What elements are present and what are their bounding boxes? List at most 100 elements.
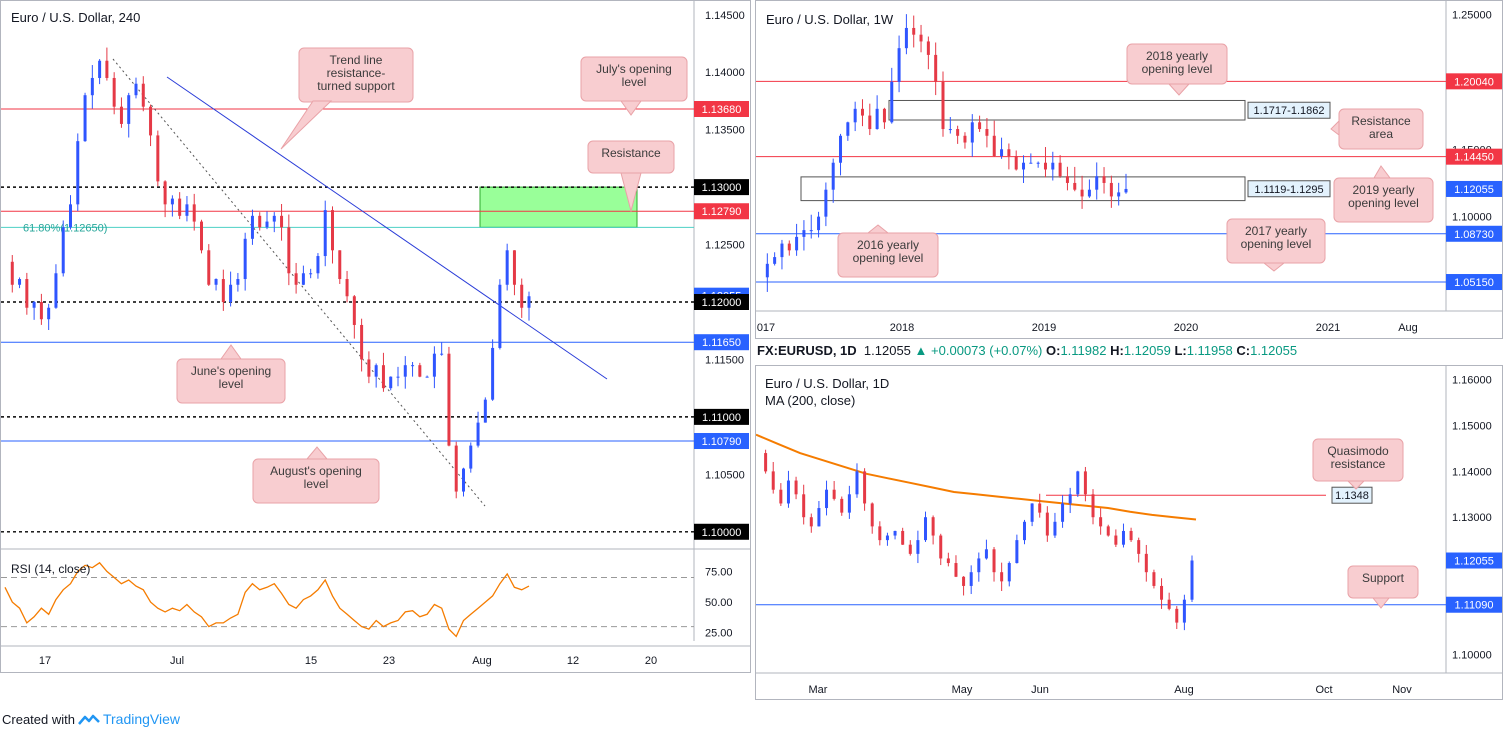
candle-body [258,215,262,228]
price-change: +0.00073 (+0.07%) [931,343,1043,358]
candle-body [984,549,988,559]
x-tick-label: 20 [645,655,657,667]
candle-body [476,422,480,446]
candle-body [919,34,923,42]
candle-body [272,215,276,222]
annotation-support-pointer [1371,597,1391,609]
x-tick-label: May [952,684,973,696]
annotation-2017-open-pointer [1262,262,1286,272]
candle-body [939,535,943,559]
candle-body [1007,149,1011,156]
candle-body [1095,176,1099,190]
candle-body [948,129,952,131]
candle-body [127,95,131,124]
candle-body [141,83,145,107]
candle-body [352,296,356,325]
price-label-bg [1446,596,1502,613]
candle-body [1073,182,1077,190]
chart-canvas-4h[interactable]: 61.80%(1.12650) 1.14500 1.14000 1.13500 1.13… [1,1,750,672]
annotation-june-open-text: June's opening [191,364,271,378]
chart-canvas-1w[interactable]: 1.1717-1.18621.1119-1.12951.250001.15000… [756,1,1502,338]
candle-body [1129,530,1133,541]
price-label: 1.08730 [1454,229,1494,241]
candle-body [149,106,153,136]
annotation-august-open-pointer [305,446,329,460]
chart-canvas-1d[interactable]: 1.1348 1.16000 1.15000 1.14000 1.13000 1.1000… [755,366,1502,699]
candle-body [483,399,487,423]
candle-body [893,530,897,536]
candle-body [520,284,524,308]
x-tick-label: Jul [170,655,184,667]
candle-body [156,135,160,182]
annotation-june-open-text: level [219,377,244,391]
price-label: 1.12055 [1454,184,1494,196]
y-tick-label: 1.10000 [1452,212,1492,224]
y-tick-label: 1.12500 [705,240,745,252]
price-label-bg [694,100,749,117]
zone-box [888,99,1246,121]
price-label: 1.10000 [702,527,742,539]
close-label: C: [1236,343,1251,358]
candle-body [962,576,966,586]
x-tick-label: Aug [1398,322,1418,334]
zone-label: 1.1119-1.1295 [1254,184,1323,196]
price-label-bg [694,179,749,196]
candle-body [779,489,783,504]
candle-body [491,347,495,400]
rsi-tick-label: 25.00 [705,628,733,640]
chart-panel-1d[interactable]: Euro / U.S. Dollar, 1D MA (200, close) 1… [755,365,1503,700]
candle-body [1051,162,1055,170]
candle-body [1117,192,1121,197]
rsi-label: RSI (14, close) [11,562,90,576]
chart-panel-4h[interactable]: Euro / U.S. Dollar, 240 61.80%(1.12650) 1… [0,0,751,673]
low-value: 1.11958 [1186,343,1233,358]
annotation-august-open-text: August's opening [270,464,362,478]
candle-body [1144,553,1148,573]
candle-body [1053,521,1057,536]
annotation-july-open-text: level [622,75,647,89]
candle-body [360,324,364,360]
candle-body [1182,599,1186,623]
candle-body [1068,494,1072,504]
price-label-bg [694,433,749,450]
candle-body [1080,189,1084,197]
x-tick-label: 23 [383,655,395,667]
candle-body [1160,585,1164,600]
candle-body [860,108,864,116]
candle-body [904,27,908,49]
fib-label: 61.80%(1.12650) [23,222,107,234]
fib-diagonal [112,58,486,507]
annotation-2018-open-pointer [1167,83,1191,96]
candle-body [1045,512,1049,536]
candle-body [1029,162,1033,164]
low-label: L: [1174,343,1187,358]
price-label-bg [1446,180,1502,197]
candle-body [1099,517,1103,527]
candle-body [367,359,371,377]
candle-body [839,135,843,163]
candle-body [1043,162,1047,170]
annotation-2019-open-text: opening level [1348,196,1419,210]
candle-body [924,517,928,541]
open-value: 1.11982 [1060,343,1107,358]
annotation-resistance-area-text: area [1369,127,1393,141]
candle-body [32,301,36,308]
price-label-bg [694,203,749,220]
chart-title-1d: Euro / U.S. Dollar, 1D [765,376,890,391]
chart-title-4h: Euro / U.S. Dollar, 240 [11,10,141,25]
tradingview-brand-link[interactable]: TradingView [102,711,181,727]
annotation-quasimodo-text: resistance [1331,457,1386,471]
zone-label-bg [1247,101,1331,119]
chart-panel-1w[interactable]: Euro / U.S. Dollar, 1W 1.1717-1.1862 1.11… [755,0,1503,339]
price-label: 1.14450 [1454,152,1494,164]
x-tick-label: Oct [1315,684,1332,696]
candle-body [901,530,905,545]
price-label: 1.11650 [702,337,741,349]
candle-body [280,215,284,228]
candle-body [817,508,821,527]
annotation-2016-open-pointer [866,224,890,234]
candle-body [832,489,836,499]
